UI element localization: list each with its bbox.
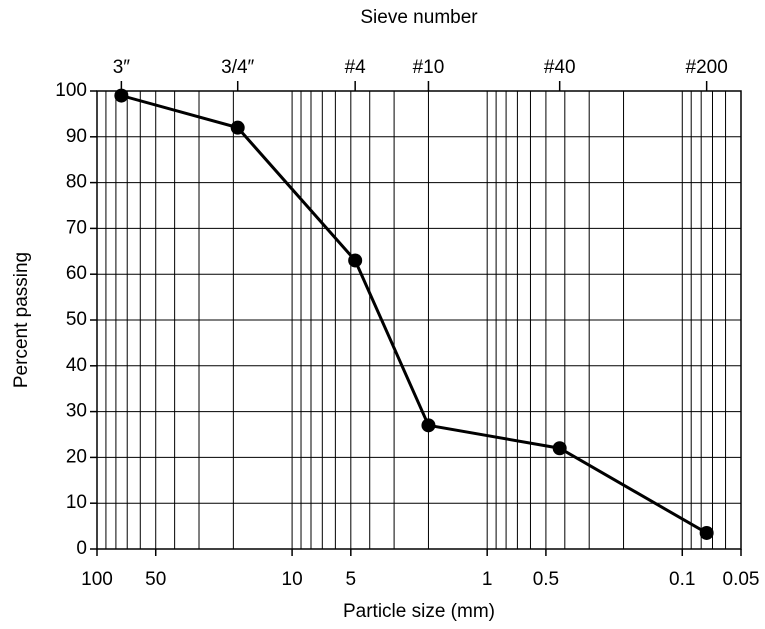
- y-tick-label: 30: [66, 401, 87, 422]
- y-tick-label: 0: [76, 538, 87, 559]
- data-point: [421, 418, 436, 433]
- data-point: [114, 88, 129, 103]
- top-tick-label: 3/4″: [221, 57, 254, 78]
- top-tick-label: #4: [345, 57, 367, 78]
- data-point: [230, 120, 245, 135]
- top-axis-title: Sieve number: [360, 7, 478, 28]
- y-tick-label: 10: [66, 492, 87, 513]
- x-tick-label: 0.05: [723, 569, 760, 590]
- top-tick-label: 3″: [113, 57, 131, 78]
- x-tick-label: 1: [482, 569, 493, 590]
- y-tick-label: 40: [66, 355, 87, 376]
- y-tick-label: 100: [55, 80, 87, 101]
- x-tick-label: 0.1: [669, 569, 695, 590]
- top-tick-label: #40: [544, 57, 576, 78]
- y-tick-label: 50: [66, 309, 87, 330]
- data-point: [699, 525, 714, 540]
- x-axis-label: Particle size (mm): [343, 601, 495, 622]
- x-tick-label: 5: [346, 569, 357, 590]
- x-tick-label: 10: [282, 569, 303, 590]
- y-tick-label: 70: [66, 217, 87, 238]
- data-point: [552, 441, 567, 456]
- top-tick-label: #10: [413, 57, 445, 78]
- data-point: [348, 253, 363, 268]
- y-tick-label: 80: [66, 172, 87, 193]
- x-tick-label: 50: [145, 569, 166, 590]
- data-line: [120, 94, 708, 535]
- y-tick-label: 90: [66, 126, 87, 147]
- x-tick-label: 0.5: [533, 569, 559, 590]
- y-tick-label: 60: [66, 263, 87, 284]
- x-tick-label: 100: [81, 569, 113, 590]
- y-axis-label: Percent passing: [11, 252, 32, 388]
- plot-frame: [96, 90, 742, 550]
- top-tick-label: #200: [686, 57, 728, 78]
- y-tick-label: 20: [66, 446, 87, 467]
